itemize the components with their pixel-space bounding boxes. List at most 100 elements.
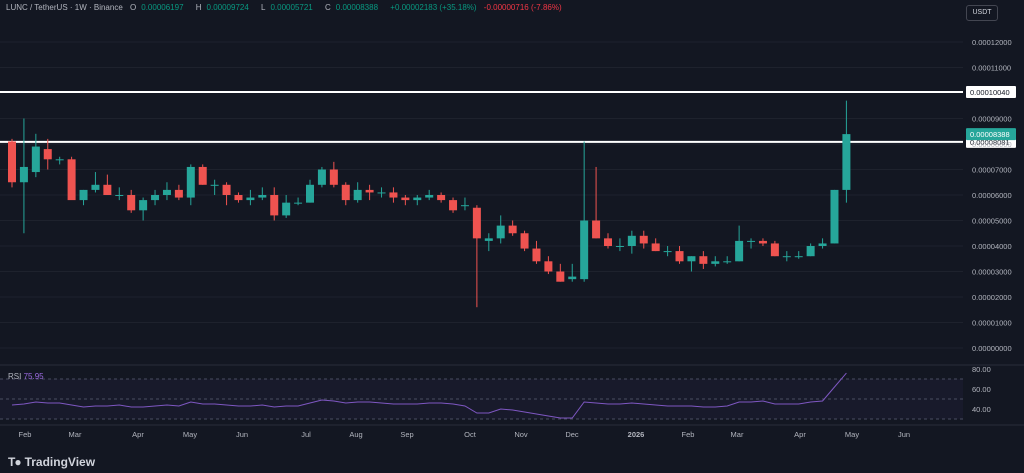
candle-body xyxy=(67,159,76,201)
price-tick-label: 0.00008000 xyxy=(972,140,1012,149)
candle-body xyxy=(246,197,255,201)
candle-body xyxy=(174,189,183,198)
candle-body xyxy=(508,225,517,234)
level-label: 0.00010040 xyxy=(970,88,1010,97)
close-label: C xyxy=(324,3,331,12)
candle-body xyxy=(365,189,374,193)
candle-body xyxy=(830,189,839,244)
tradingview-brand[interactable]: T● TradingView xyxy=(8,455,95,469)
time-tick-label: Jul xyxy=(301,430,311,439)
price-tick-label: 0.00001000 xyxy=(972,319,1012,328)
candle-body xyxy=(186,166,195,198)
candle-body xyxy=(55,159,64,161)
candle-body xyxy=(162,189,171,195)
footer xyxy=(0,449,1024,473)
candle-body xyxy=(723,261,732,263)
candle-body xyxy=(496,225,505,239)
currency-button[interactable]: USDT xyxy=(966,5,998,21)
candle-body xyxy=(282,202,291,216)
candle-body xyxy=(770,243,779,257)
rsi-tick-label: 80.00 xyxy=(972,365,991,374)
open-label: O xyxy=(130,3,137,12)
last-price-box xyxy=(966,128,1016,141)
price-tick-label: 0.00003000 xyxy=(972,268,1012,277)
candle-body xyxy=(711,261,720,264)
low-label: L xyxy=(261,3,266,12)
candle-body xyxy=(782,256,791,258)
price-tick-label: 0.00005000 xyxy=(972,217,1012,226)
price-tick-label: 0.00004000 xyxy=(972,242,1012,251)
candle-body xyxy=(341,184,350,201)
candle-body xyxy=(306,184,314,203)
rsi-legend: RSI 75.95 xyxy=(8,372,44,381)
candle-body xyxy=(115,195,124,196)
candle-body xyxy=(592,220,601,239)
symbol-header: LUNC / TetherUS · 1W · Binance O 0.000061… xyxy=(6,3,567,12)
candle-body xyxy=(472,207,481,239)
tradingview-logo-icon: T● xyxy=(8,455,22,469)
price-tick-label: 0.00000000 xyxy=(972,344,1012,353)
candle-body xyxy=(210,184,219,186)
candle-body xyxy=(31,146,40,173)
time-tick-label: Jun xyxy=(236,430,248,439)
candle-body xyxy=(544,261,553,272)
candle-body xyxy=(699,256,708,264)
candle-body xyxy=(556,271,565,282)
candle-body xyxy=(127,195,136,211)
candle-body xyxy=(520,233,529,249)
candle-body xyxy=(437,195,446,201)
candle-body xyxy=(651,243,660,252)
candle-body xyxy=(758,240,767,244)
candle-body xyxy=(449,200,458,211)
candle-body xyxy=(818,243,827,246)
candle-body xyxy=(401,197,410,201)
candle-body xyxy=(687,256,696,262)
time-tick-label: Feb xyxy=(682,430,695,439)
candle-body xyxy=(604,238,612,246)
candle-body xyxy=(139,200,148,211)
change-value-2: -0.00000716 (-7.86%) xyxy=(483,3,562,12)
time-tick-label: Mar xyxy=(731,430,744,439)
rsi-value: 75.95 xyxy=(23,372,44,381)
price-axis[interactable]: 0.00000000 0.00001000 0.00002000 0.00003000… xyxy=(972,38,1012,353)
candle-body xyxy=(639,235,648,244)
last-price-label: 0.00008388 xyxy=(970,130,1010,139)
symbol-name[interactable]: LUNC / TetherUS · 1W · Binance xyxy=(6,3,123,12)
time-tick-label: Nov xyxy=(514,430,528,439)
rsi-tick-label: 60.00 xyxy=(972,385,991,394)
candle-body xyxy=(91,184,100,190)
rsi-line xyxy=(11,372,847,419)
change-value: +0.00002183 (+35.18%) xyxy=(390,3,477,12)
candle-body xyxy=(568,276,577,280)
candle-body xyxy=(270,195,279,216)
candles xyxy=(8,100,851,308)
time-tick-label: 2026 xyxy=(628,430,645,439)
price-tick-label: 0.00009000 xyxy=(972,115,1012,124)
high-label: H xyxy=(195,3,202,12)
rsi-tick-label: 40.00 xyxy=(972,405,991,414)
candle-body xyxy=(532,248,541,262)
candle-body xyxy=(329,169,338,185)
candle-body xyxy=(103,184,112,195)
candle-body xyxy=(627,235,636,246)
candle-body xyxy=(198,166,207,185)
time-tick-label: Oct xyxy=(464,430,477,439)
time-axis[interactable]: Feb Mar Apr May Jun Jul Aug Sep Oct Nov Dec 2026 Feb… xyxy=(0,424,1024,439)
candle-body xyxy=(151,195,160,201)
candle-body xyxy=(234,195,243,201)
price-tick-label: 0.00011000 xyxy=(972,64,1011,73)
high-value: 0.00009724 xyxy=(206,3,249,12)
candle-body xyxy=(425,195,434,198)
open-value: 0.00006197 xyxy=(141,3,184,12)
candle-body xyxy=(389,192,398,198)
candle-body xyxy=(484,238,493,241)
candle-body xyxy=(615,246,624,247)
candle-body xyxy=(377,192,386,194)
candle-body xyxy=(842,134,851,190)
time-tick-label: Feb xyxy=(19,430,32,439)
level-label: 0.00008081 xyxy=(970,138,1010,147)
rsi-label: RSI xyxy=(8,372,22,381)
candle-body xyxy=(663,251,672,253)
